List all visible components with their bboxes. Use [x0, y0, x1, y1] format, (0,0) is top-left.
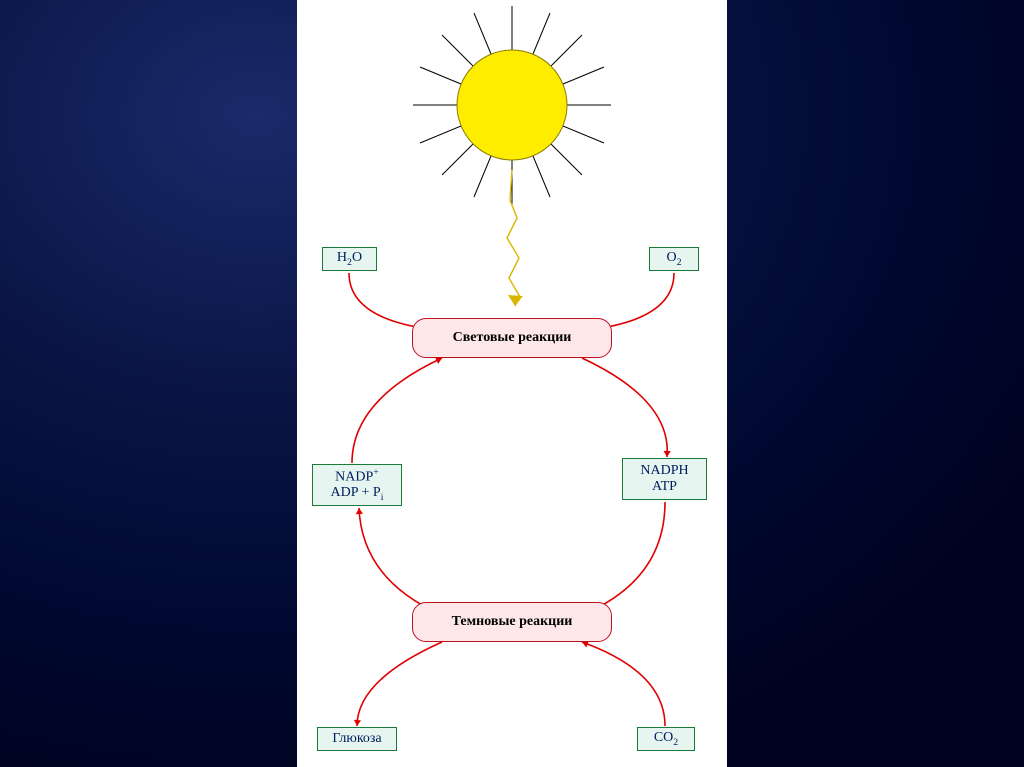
node-co2-label: CO2 [654, 730, 678, 748]
node-dark-label: Темновые реакции [452, 614, 573, 630]
node-o2-label: O2 [666, 250, 681, 268]
node-h2o-label: H2O [337, 250, 362, 268]
node-co2: CO2 [637, 727, 695, 751]
node-nadp-line2: ADP + Pi [331, 485, 384, 503]
node-h2o: H2O [322, 247, 377, 271]
node-dark-reactions: Темновые реакции [412, 602, 612, 642]
node-nadph: NADPH ATP [622, 458, 707, 500]
node-light-label: Световые реакции [453, 330, 572, 346]
slide: H2O O2 Световые реакции NADP+ ADP + Pi N… [0, 0, 1024, 767]
light-beam [507, 170, 523, 306]
node-nadph-line1: NADPH [640, 463, 688, 479]
diagram-panel: H2O O2 Световые реакции NADP+ ADP + Pi N… [297, 0, 727, 767]
node-nadp: NADP+ ADP + Pi [312, 464, 402, 506]
node-nadph-line2: ATP [652, 479, 677, 495]
node-nadp-line1: NADP+ [335, 467, 379, 486]
node-glucose-label: Глюкоза [332, 731, 381, 747]
node-glucose: Глюкоза [317, 727, 397, 751]
node-o2: O2 [649, 247, 699, 271]
diagram-svg [297, 0, 727, 767]
node-light-reactions: Световые реакции [412, 318, 612, 358]
